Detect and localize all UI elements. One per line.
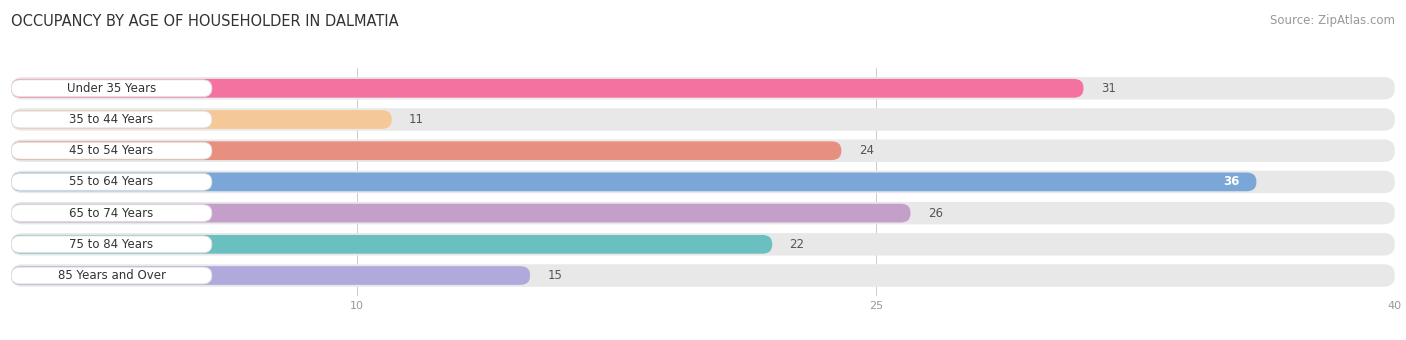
FancyBboxPatch shape: [11, 173, 212, 190]
FancyBboxPatch shape: [11, 141, 841, 160]
Text: 55 to 64 Years: 55 to 64 Years: [69, 175, 153, 188]
Text: 24: 24: [859, 144, 873, 157]
Text: Under 35 Years: Under 35 Years: [67, 82, 156, 95]
Text: 75 to 84 Years: 75 to 84 Years: [69, 238, 153, 251]
Text: 85 Years and Over: 85 Years and Over: [58, 269, 166, 282]
Text: 31: 31: [1101, 82, 1115, 95]
Text: 65 to 74 Years: 65 to 74 Years: [69, 207, 153, 220]
Text: 26: 26: [928, 207, 943, 220]
Text: 36: 36: [1223, 175, 1239, 188]
FancyBboxPatch shape: [11, 204, 911, 222]
Text: OCCUPANCY BY AGE OF HOUSEHOLDER IN DALMATIA: OCCUPANCY BY AGE OF HOUSEHOLDER IN DALMA…: [11, 14, 399, 29]
FancyBboxPatch shape: [11, 111, 212, 128]
Text: 35 to 44 Years: 35 to 44 Years: [69, 113, 153, 126]
FancyBboxPatch shape: [11, 110, 392, 129]
FancyBboxPatch shape: [11, 202, 1395, 224]
Text: 22: 22: [790, 238, 804, 251]
Text: 15: 15: [547, 269, 562, 282]
FancyBboxPatch shape: [11, 171, 1395, 193]
FancyBboxPatch shape: [11, 236, 212, 253]
FancyBboxPatch shape: [11, 267, 212, 284]
Text: 11: 11: [409, 113, 425, 126]
FancyBboxPatch shape: [11, 233, 1395, 256]
FancyBboxPatch shape: [11, 80, 212, 97]
FancyBboxPatch shape: [11, 235, 772, 254]
Text: Source: ZipAtlas.com: Source: ZipAtlas.com: [1270, 14, 1395, 27]
FancyBboxPatch shape: [11, 108, 1395, 131]
FancyBboxPatch shape: [11, 266, 530, 285]
FancyBboxPatch shape: [11, 264, 1395, 287]
FancyBboxPatch shape: [11, 77, 1395, 100]
FancyBboxPatch shape: [11, 172, 1257, 191]
FancyBboxPatch shape: [11, 142, 212, 159]
FancyBboxPatch shape: [11, 79, 1084, 98]
FancyBboxPatch shape: [11, 205, 212, 222]
Text: 45 to 54 Years: 45 to 54 Years: [69, 144, 153, 157]
FancyBboxPatch shape: [11, 139, 1395, 162]
